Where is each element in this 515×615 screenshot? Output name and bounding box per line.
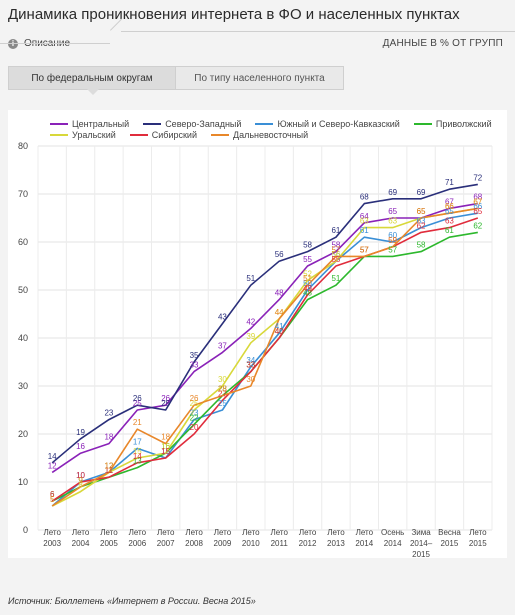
source-note: Источник: Бюллетень «Интернет в России. … (8, 596, 256, 606)
legend-row: Уральский Сибирский Дальневосточный (50, 129, 490, 140)
legend-item[interactable]: Северо-Западный (143, 119, 241, 129)
legend-swatch (210, 133, 229, 136)
legend-row: Центральный Северо-Западный Южный и Северо… (50, 118, 492, 129)
legend-label: Дальневосточный (232, 129, 309, 140)
page-title: Динамика проникновения интернета в ФО и … (8, 6, 460, 23)
legend-swatch (129, 133, 148, 136)
chart-legend: Центральный Северо-Западный Южный и Северо… (50, 118, 492, 140)
tab-bar: По федеральным округам По типу населенно… (8, 66, 344, 95)
tab-settlement-type[interactable]: По типу населенного пункта (176, 66, 344, 90)
legend-item[interactable]: Сибирский (129, 129, 197, 140)
legend-swatch (255, 122, 274, 125)
divider (0, 43, 110, 44)
legend-label: Южный и Северо-Кавказский (277, 118, 400, 129)
legend-item[interactable]: Уральский (50, 130, 116, 140)
legend-label: Приволжский (435, 118, 492, 129)
legend-label: Центральный (72, 118, 130, 129)
legend-item[interactable]: Центральный (50, 119, 129, 129)
legend-swatch (50, 133, 68, 136)
legend-label: Уральский (72, 129, 116, 140)
legend-item[interactable]: Приволжский (413, 118, 492, 129)
legend-label: Северо-Западный (165, 118, 242, 129)
divider (121, 31, 515, 32)
legend-swatch (143, 122, 162, 125)
legend-item[interactable]: Южный и Северо-Кавказский (255, 118, 400, 129)
legend-label: Сибирский (151, 129, 197, 140)
legend-swatch (50, 122, 68, 125)
legend-item[interactable]: Дальневосточный (210, 129, 309, 140)
units-label: ДАННЫЕ В % ОТ ГРУПП (382, 38, 503, 49)
chart-area (8, 110, 507, 558)
tab-federal-districts[interactable]: По федеральным округам (8, 66, 176, 95)
legend-swatch (413, 122, 432, 125)
